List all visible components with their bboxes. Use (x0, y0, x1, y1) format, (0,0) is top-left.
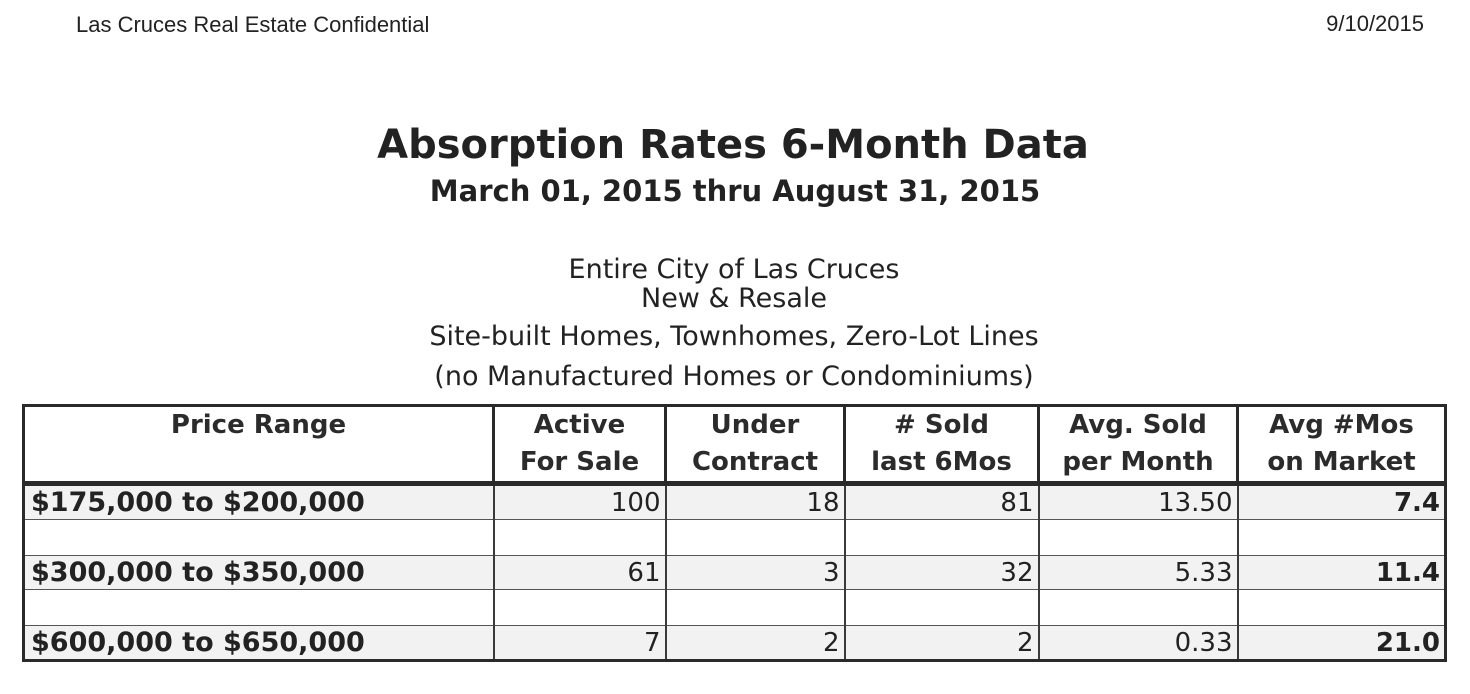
cell-sold: 2 (843, 625, 1039, 661)
cell-sold (843, 519, 1039, 556)
cell-active: 61 (492, 555, 666, 590)
col-header-price-range: Price Range (22, 404, 495, 486)
table-row (22, 589, 1446, 626)
absorption-table: Price Range Active For Sale Under Contract… (22, 404, 1447, 662)
cell-avg-months (1236, 519, 1446, 556)
scope-line-exclusions: (no Manufactured Homes or Condominiums) (434, 361, 1034, 392)
cell-avg-months: 7.4 (1236, 483, 1446, 520)
cell-avg-sold: 0.33 (1037, 625, 1238, 661)
cell-price-range (22, 519, 494, 556)
col-header-avg-months: Avg #Mos on Market (1236, 404, 1447, 486)
scope-line-property: Site-built Homes, Townhomes, Zero-Lot Li… (429, 321, 1039, 352)
table-header-row: Price Range Active For Sale Under Contract… (22, 404, 1447, 486)
scope-line-type: New & Resale (641, 283, 827, 314)
cell-under-contract: 2 (664, 625, 845, 661)
cell-under-contract (664, 519, 845, 556)
cell-avg-months (1236, 589, 1446, 626)
cell-avg-sold: 5.33 (1037, 555, 1238, 590)
cell-sold: 81 (843, 483, 1039, 520)
col-header-avg-sold: Avg. Sold per Month (1037, 404, 1239, 486)
cell-avg-months: 21.0 (1236, 625, 1446, 661)
cell-avg-months: 11.4 (1236, 555, 1446, 590)
cell-under-contract: 3 (664, 555, 845, 590)
table-row: $300,000 to $350,000 61 3 32 5.33 11.4 (22, 555, 1446, 590)
cell-under-contract (664, 589, 845, 626)
cell-avg-sold (1037, 589, 1238, 626)
table-row (22, 519, 1446, 556)
report-subtitle: March 01, 2015 thru August 31, 2015 (429, 174, 1041, 208)
cell-avg-sold (1037, 519, 1238, 556)
cell-avg-sold: 13.50 (1037, 483, 1238, 520)
table-row: $175,000 to $200,000 100 18 81 13.50 7.4 (22, 483, 1446, 520)
cell-price-range: $175,000 to $200,000 (22, 483, 494, 520)
table-row: $600,000 to $650,000 7 2 2 0.33 21.0 (22, 625, 1446, 661)
col-header-under-contract: Under Contract (664, 404, 846, 486)
report-date: 9/10/2015 (1326, 11, 1424, 36)
cell-active (492, 519, 666, 556)
col-header-active: Active For Sale (492, 404, 667, 486)
cell-sold (843, 589, 1039, 626)
cell-sold: 32 (843, 555, 1039, 590)
cell-under-contract: 18 (664, 483, 845, 520)
cell-active (492, 589, 666, 626)
report-title: Absorption Rates 6-Month Data (377, 122, 1089, 168)
cell-price-range: $300,000 to $350,000 (22, 555, 494, 590)
col-header-sold: # Sold last 6Mos (843, 404, 1040, 486)
cell-active: 100 (492, 483, 666, 520)
cell-price-range (22, 589, 494, 626)
cell-price-range: $600,000 to $650,000 (22, 625, 494, 661)
scope-line-city: Entire City of Las Cruces (568, 254, 900, 285)
company-name: Las Cruces Real Estate Confidential (76, 12, 430, 37)
cell-active: 7 (492, 625, 666, 661)
